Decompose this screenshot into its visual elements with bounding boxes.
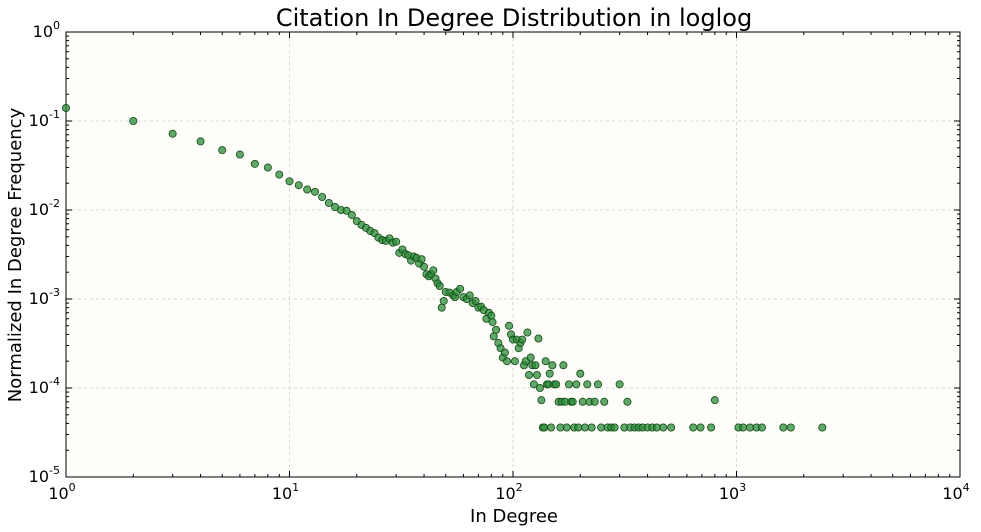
scatter-point [615, 380, 624, 389]
scatter-point [757, 423, 766, 432]
scatter-point [487, 311, 496, 320]
scatter-point [437, 303, 446, 312]
y-axis-label: Normalized In Degree Frequency [5, 107, 26, 402]
y-tick-label: 10-4 [29, 375, 60, 397]
scatter-point [347, 210, 356, 219]
scatter-point [559, 361, 568, 370]
scatter-point [294, 181, 303, 190]
scatter-point [541, 357, 550, 366]
scatter-point [285, 177, 294, 186]
chart-title: Citation In Degree Distribution in loglo… [276, 4, 752, 32]
grid-lines [66, 32, 960, 477]
scatter-point [574, 423, 583, 432]
scatter-point [540, 423, 549, 432]
scatter-point [710, 396, 719, 405]
scatter-point [568, 397, 577, 406]
scatter-point [818, 423, 827, 432]
scatter-point [786, 423, 795, 432]
scatter-point [488, 318, 497, 327]
scatter-point [537, 396, 546, 405]
scatter-point [310, 187, 319, 196]
scatter-point [659, 423, 668, 432]
scatter-point [429, 266, 438, 275]
scatter-point [502, 357, 511, 366]
scatter-point [779, 423, 788, 432]
scatter-point [439, 296, 448, 305]
x-tick-label: 101 [272, 481, 299, 503]
scatter-point [578, 397, 587, 406]
scatter-point [196, 137, 205, 146]
scatter-point [600, 397, 609, 406]
scatter-point [707, 423, 716, 432]
scatter-point [548, 361, 557, 370]
x-axis-label: In Degree [470, 506, 558, 527]
scatter-point [456, 284, 465, 293]
y-tick-label: 100 [33, 19, 60, 41]
scatter-point [562, 423, 571, 432]
scatter-point [62, 103, 71, 112]
scatter-point [529, 380, 538, 389]
scatter-point [275, 170, 284, 179]
scatter-point [576, 369, 585, 378]
scatter-point [531, 361, 540, 370]
scatter-point [318, 192, 327, 201]
scatter-point [489, 332, 498, 341]
axis-ticks: 100 101 102 103 104 10-5 10-4 10-3 10-2 10-1 100 [29, 19, 970, 503]
scatter-point [324, 198, 333, 207]
scatter-point [263, 163, 272, 172]
scatter-point [581, 423, 590, 432]
scatter-point [420, 262, 429, 271]
scatter-point [250, 159, 259, 168]
scatter-point [492, 325, 501, 334]
scatter-point [564, 380, 573, 389]
scatter-point [547, 423, 556, 432]
scatter-point [465, 291, 474, 300]
scatter-point [623, 397, 632, 406]
y-tick-label: 10-1 [29, 108, 60, 130]
scatter-point [552, 380, 561, 389]
scatter-point [572, 380, 581, 389]
scatter-point [500, 348, 509, 357]
scatter-point [746, 423, 755, 432]
scatter-point [471, 296, 480, 305]
scatter-point [667, 423, 676, 432]
scatter-point [523, 328, 532, 337]
scatter-point [739, 423, 748, 432]
x-tick-label: 103 [719, 481, 746, 503]
scatter-point [505, 321, 514, 330]
scatter-point [583, 380, 592, 389]
scatter-point [526, 353, 535, 362]
scatter-point [417, 255, 426, 264]
scatter-point [303, 185, 312, 194]
x-tick-label: 102 [495, 481, 522, 503]
x-tick-label: 104 [942, 481, 969, 503]
scatter-point [235, 150, 244, 159]
scatter-point [435, 281, 444, 290]
y-tick-label: 10-5 [29, 464, 60, 486]
scatter-point [168, 129, 177, 138]
scatter-point [218, 146, 227, 155]
scatter-point [587, 423, 596, 432]
scatter-point [534, 334, 543, 343]
scatter-point [535, 383, 544, 392]
scatter-point [342, 206, 351, 215]
scatter-point [689, 423, 698, 432]
scatter-point [696, 423, 705, 432]
scatter-point [590, 397, 599, 406]
scatter-point [593, 380, 602, 389]
scatter-point [545, 369, 554, 378]
scatter-point [510, 357, 519, 366]
scatter-point [610, 423, 619, 432]
scatter-point [532, 370, 541, 379]
scatter-point [392, 237, 401, 246]
scatter-point [129, 117, 138, 126]
scatter-points [62, 103, 827, 432]
scatter-point [518, 335, 527, 344]
scatter-point [525, 370, 534, 379]
y-tick-label: 10-2 [29, 197, 60, 219]
x-tick-label: 100 [48, 481, 75, 503]
y-tick-label: 10-3 [29, 286, 60, 308]
